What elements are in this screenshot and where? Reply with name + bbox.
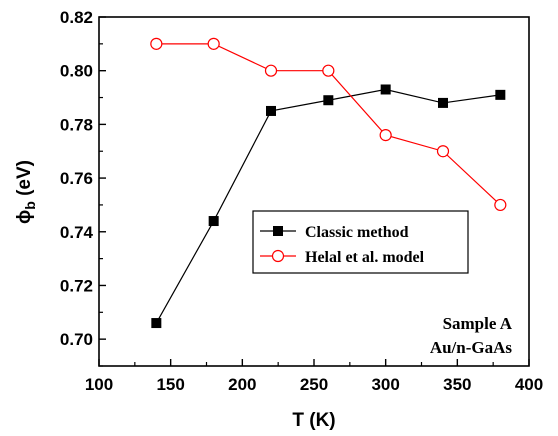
series-line-0 [155,88,501,324]
data-point-classic [266,105,276,116]
data-point-helal [264,64,278,77]
legend-marker-helal [271,249,285,263]
x-tick-label: 400 [515,375,543,394]
y-tick-label: 0.76 [60,169,93,188]
y-tick-label: 0.74 [60,223,94,242]
y-tick-label: 0.82 [60,8,93,27]
y-tick-label: 0.80 [60,62,93,81]
data-point-helal [436,145,450,158]
y-tick-label: 0.70 [60,330,93,349]
axis-ticks [98,16,530,367]
legend-marker-classic [273,226,283,236]
x-tick-label: 100 [85,375,113,394]
legend-label-helal: Helal et al. model [305,249,425,266]
data-point-helal [494,198,507,212]
x-tick-label: 300 [371,375,399,394]
data-point-helal [150,37,163,50]
data-point-helal [322,64,335,77]
x-tick-labels: 100 150 200 250 300 350 400 [85,375,543,394]
series-markers [150,37,507,329]
legend-box [252,210,469,274]
y-tick-labels: 0.70 0.72 0.74 0.76 0.78 0.80 0.82 [60,8,94,349]
x-tick-label: 250 [300,375,328,394]
data-point-classic [495,89,506,100]
y-axis-label-main: ϕ [14,210,35,224]
x-tick-label: 200 [228,375,256,394]
x-tick-label: 150 [156,375,184,394]
x-tick-label: 350 [443,375,471,394]
data-point-helal [379,129,392,142]
data-point-classic [380,84,391,95]
y-axis-label-rest: (eV) [14,160,35,201]
y-tick-label: 0.78 [60,115,93,134]
data-point-classic [151,318,162,329]
y-axis-label-sub: b [22,201,38,210]
legend-label-classic: Classic method [305,224,409,241]
data-point-classic [323,95,334,106]
data-point-classic [438,97,448,108]
annotation-sample: Sample A [443,314,513,333]
series-lines [155,43,501,324]
legend: Classic method Helal et al. model [252,210,469,274]
data-point-classic [208,216,219,227]
data-point-helal [207,37,220,50]
annotation-material: Au/n-GaAs [430,338,513,357]
y-axis-label: ϕb (eV) [14,160,38,224]
x-axis-label: T (K) [292,410,335,431]
y-tick-label: 0.72 [60,276,93,295]
